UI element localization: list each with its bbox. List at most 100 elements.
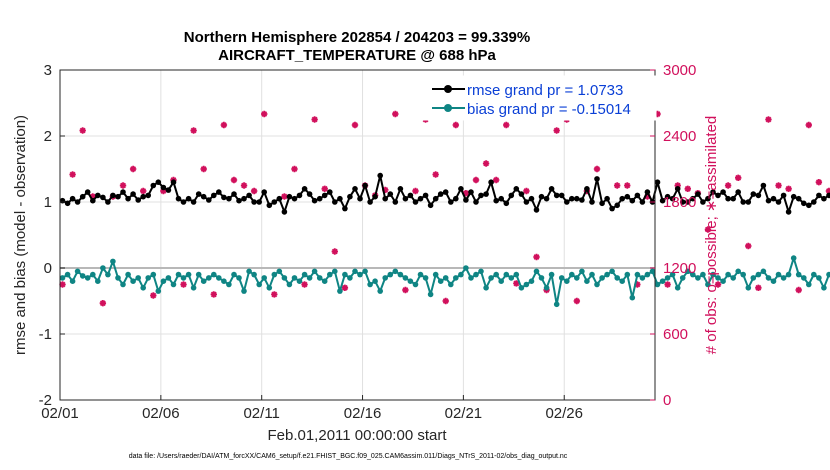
y-axis-right-label: # of obs: o=possible; ∗=assimilated bbox=[703, 116, 720, 355]
obs-assimilated-marker bbox=[613, 182, 621, 189]
rmse-point bbox=[130, 191, 136, 197]
bias-point bbox=[150, 271, 157, 278]
rmse-point bbox=[180, 199, 187, 205]
bias-point bbox=[720, 278, 726, 285]
bias-point bbox=[448, 281, 454, 288]
bias-point bbox=[337, 288, 343, 294]
bias-point bbox=[765, 275, 772, 281]
bias-point bbox=[145, 275, 151, 281]
bias-point bbox=[332, 268, 338, 275]
obs-assimilated-marker bbox=[402, 286, 409, 294]
bias-point bbox=[125, 271, 131, 278]
rmse-point bbox=[508, 192, 515, 199]
y-right-tick-label: 1800 bbox=[663, 194, 696, 211]
bias-point bbox=[69, 278, 76, 285]
bias-point bbox=[523, 281, 530, 288]
rmse-point bbox=[488, 179, 494, 185]
bias-point bbox=[221, 278, 227, 285]
rmse-point bbox=[644, 189, 651, 195]
rmse-point bbox=[402, 195, 409, 202]
rmse-point bbox=[750, 191, 757, 197]
bias-point bbox=[705, 281, 711, 288]
bias-point bbox=[488, 275, 494, 281]
bias-point bbox=[271, 271, 278, 278]
obs-assimilated-marker bbox=[69, 171, 76, 178]
bias-point bbox=[750, 275, 757, 281]
rmse-point bbox=[79, 193, 86, 200]
bias-point bbox=[574, 275, 580, 281]
bias-point bbox=[463, 265, 469, 271]
rmse-point bbox=[216, 189, 222, 195]
bias-point bbox=[392, 268, 399, 275]
bias-point bbox=[327, 271, 333, 278]
rmse-point bbox=[170, 179, 177, 185]
bias-point bbox=[397, 271, 404, 278]
bias-point bbox=[659, 278, 666, 285]
rmse-point bbox=[448, 199, 454, 205]
rmse-point bbox=[674, 186, 681, 192]
obs-assimilated-marker bbox=[503, 121, 510, 129]
rmse-point bbox=[417, 195, 424, 202]
rmse-point bbox=[175, 195, 182, 202]
rmse-point bbox=[548, 186, 555, 192]
rmse-point bbox=[110, 192, 116, 199]
bias-point bbox=[498, 278, 505, 285]
bias-point bbox=[95, 278, 101, 285]
rmse-point bbox=[654, 179, 661, 185]
bias-point bbox=[624, 271, 631, 278]
rmse-point bbox=[84, 189, 91, 195]
obs-assimilated-marker bbox=[220, 121, 228, 129]
rmse-point bbox=[725, 195, 731, 202]
y-right-tick-label: 3000 bbox=[663, 62, 696, 79]
rmse-point bbox=[422, 192, 429, 199]
rmse-point bbox=[453, 195, 459, 202]
bias-point bbox=[175, 271, 182, 278]
bias-point bbox=[246, 268, 252, 275]
legend-bias-marker bbox=[444, 104, 452, 112]
rmse-point bbox=[594, 176, 600, 182]
bias-point bbox=[321, 278, 328, 285]
bias-point bbox=[604, 271, 610, 278]
rmse-point bbox=[715, 192, 721, 199]
y-left-tick-label: -1 bbox=[39, 326, 52, 343]
rmse-point bbox=[100, 194, 106, 201]
bias-point bbox=[508, 275, 515, 281]
obs-assimilated-marker bbox=[644, 193, 651, 200]
rmse-point bbox=[155, 179, 162, 185]
rmse-point bbox=[296, 192, 303, 199]
bias-point bbox=[442, 275, 449, 281]
bias-point bbox=[64, 271, 71, 278]
y-left-tick-label: -2 bbox=[39, 392, 52, 409]
rmse-point bbox=[291, 195, 298, 202]
x-tick-label: 02/16 bbox=[344, 405, 382, 422]
bias-point bbox=[674, 285, 681, 291]
rmse-point bbox=[95, 192, 101, 199]
rmse-point bbox=[639, 199, 646, 205]
rmse-point bbox=[705, 195, 711, 202]
rmse-point bbox=[720, 189, 726, 195]
rmse-point bbox=[458, 186, 464, 192]
rmse-point bbox=[342, 205, 348, 212]
bias-point bbox=[614, 275, 620, 281]
bias-point bbox=[160, 278, 167, 285]
bias-point bbox=[291, 275, 298, 281]
bias-point bbox=[538, 275, 545, 281]
obs-assimilated-marker bbox=[775, 182, 782, 189]
obs-assimilated-marker bbox=[745, 242, 752, 250]
ticks: 02/01 02/06 02/11 02/16 02/21 02/26 -2 -1 0 1 2 3 0 6… bbox=[39, 62, 697, 422]
x-axis-label: Feb.01,2011 00:00:00 start bbox=[267, 427, 447, 444]
bias-point bbox=[135, 275, 141, 281]
bias-point bbox=[281, 275, 288, 281]
obs-assimilated-marker bbox=[593, 165, 601, 173]
bias-point bbox=[437, 278, 444, 285]
bias-point bbox=[236, 275, 242, 281]
rmse-point bbox=[407, 192, 414, 199]
bias-point bbox=[79, 273, 86, 279]
rmse-point bbox=[659, 197, 666, 204]
legend-rmse-label: rmse grand pr = 1.0733 bbox=[467, 82, 623, 99]
bias-point bbox=[110, 258, 116, 265]
bias-point bbox=[84, 275, 91, 281]
x-tick-label: 02/06 bbox=[142, 405, 180, 422]
bias-point bbox=[740, 271, 746, 278]
legend-box bbox=[419, 75, 657, 121]
